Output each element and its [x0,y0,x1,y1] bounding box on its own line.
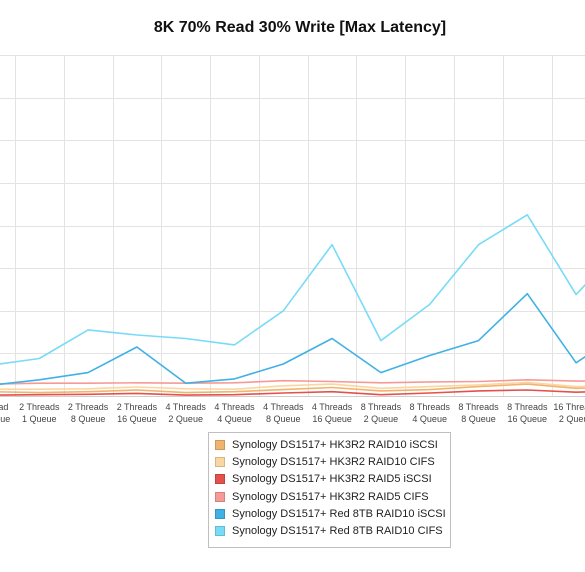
series-line [0,381,585,391]
legend-swatch [215,474,225,485]
legend: Synology DS1517+ HK3R2 RAID10 iSCSI Synol… [208,432,451,548]
legend-label: Synology DS1517+ HK3R2 RAID5 CIFS [232,490,429,503]
legend-item: Synology DS1517+ HK3R2 RAID5 iSCSI [215,471,450,488]
x-tick-label: 1 Thread16 Queue [0,402,10,424]
legend-item: Synology DS1517+ Red 8TB RAID10 iSCSI [215,505,450,522]
grid-lines [0,55,585,397]
x-tick-label: 4 Threads 8 Queue [263,402,304,424]
series-lines [0,214,585,396]
legend-item: Synology DS1517+ HK3R2 RAID5 CIFS [215,488,450,505]
legend-swatch [215,508,225,519]
chart-title: 8K 70% Read 30% Write [Max Latency] [153,19,447,36]
x-tick-label: 4 Threads 16 Queue [312,402,353,424]
x-tick-label: 4 Threads 2 Queue [166,402,207,424]
legend-swatch [215,456,225,467]
x-tick-label: 8 Threads 16 Queue [507,402,548,424]
series-line [0,378,585,385]
x-tick-label: 2 Threads 1 Queue [19,402,60,424]
series-line [0,383,585,394]
legend-swatch [215,526,225,537]
legend-swatch [215,491,225,502]
series-line [0,292,585,386]
x-tick-label: 8 Threads 8 Queue [458,402,499,424]
series-line [0,214,585,365]
legend-swatch [215,439,225,450]
legend-label: Synology DS1517+ Red 8TB RAID10 CIFS [232,525,443,538]
legend-label: Synology DS1517+ HK3R2 RAID10 iSCSI [232,438,438,451]
x-tick-label: 8 Threads 2 Queue [361,402,402,424]
legend-label: Synology DS1517+ HK3R2 RAID10 CIFS [232,455,435,468]
series-line [0,389,585,396]
legend-item: Synology DS1517+ Red 8TB RAID10 CIFS [215,522,450,539]
legend-item: Synology DS1517+ HK3R2 RAID10 CIFS [215,453,450,470]
x-tick-label: 2 Threads 16 Queue [117,402,158,424]
x-tick-label: 2 Threads 8 Queue [68,402,109,424]
legend-label: Synology DS1517+ HK3R2 RAID5 iSCSI [232,473,432,486]
x-tick-label: 8 Threads 4 Queue [410,402,451,424]
legend-item: Synology DS1517+ HK3R2 RAID10 iSCSI [215,436,450,453]
legend-label: Synology DS1517+ Red 8TB RAID10 iSCSI [232,507,446,520]
x-tick-label: 4 Threads 4 Queue [214,402,255,424]
